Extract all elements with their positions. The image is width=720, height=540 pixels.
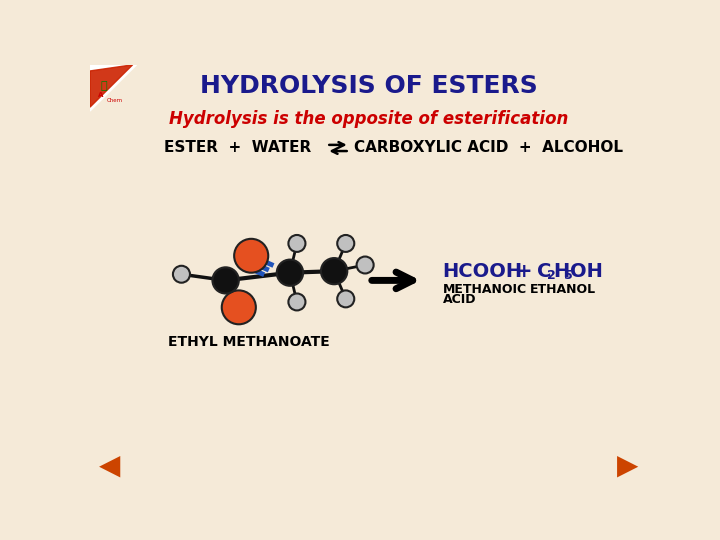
Polygon shape: [90, 65, 132, 107]
Circle shape: [276, 260, 303, 286]
Text: ◀: ◀: [99, 451, 121, 479]
Text: H: H: [554, 262, 570, 281]
Circle shape: [234, 239, 269, 273]
Text: A: A: [98, 92, 103, 98]
Circle shape: [173, 266, 190, 283]
Circle shape: [212, 267, 239, 294]
Circle shape: [222, 291, 256, 325]
Text: ETHANOL: ETHANOL: [530, 283, 596, 296]
Text: METHANOIC: METHANOIC: [443, 283, 527, 296]
Text: C: C: [537, 262, 552, 281]
Text: ETHYL METHANOATE: ETHYL METHANOATE: [168, 335, 329, 349]
Text: 5: 5: [564, 269, 572, 282]
Text: 🌲: 🌲: [101, 82, 107, 91]
Text: 2: 2: [547, 269, 556, 282]
Circle shape: [321, 258, 347, 284]
Text: ESTER  +  WATER: ESTER + WATER: [163, 140, 311, 156]
Text: ▶: ▶: [617, 451, 639, 479]
Text: HYDROLYSIS OF ESTERS: HYDROLYSIS OF ESTERS: [200, 75, 538, 98]
Text: HCOOH: HCOOH: [443, 262, 523, 281]
Circle shape: [337, 235, 354, 252]
Text: ACID: ACID: [443, 293, 476, 306]
Polygon shape: [90, 65, 137, 111]
Circle shape: [356, 256, 374, 273]
Text: OH: OH: [570, 262, 603, 281]
Circle shape: [289, 235, 305, 252]
Text: Chem: Chem: [107, 98, 123, 103]
Text: +: +: [516, 262, 532, 281]
Circle shape: [337, 291, 354, 307]
Text: CARBOXYLIC ACID  +  ALCOHOL: CARBOXYLIC ACID + ALCOHOL: [354, 140, 623, 156]
Circle shape: [289, 294, 305, 310]
Text: Hydrolysis is the opposite of esterification: Hydrolysis is the opposite of esterifica…: [169, 110, 569, 127]
